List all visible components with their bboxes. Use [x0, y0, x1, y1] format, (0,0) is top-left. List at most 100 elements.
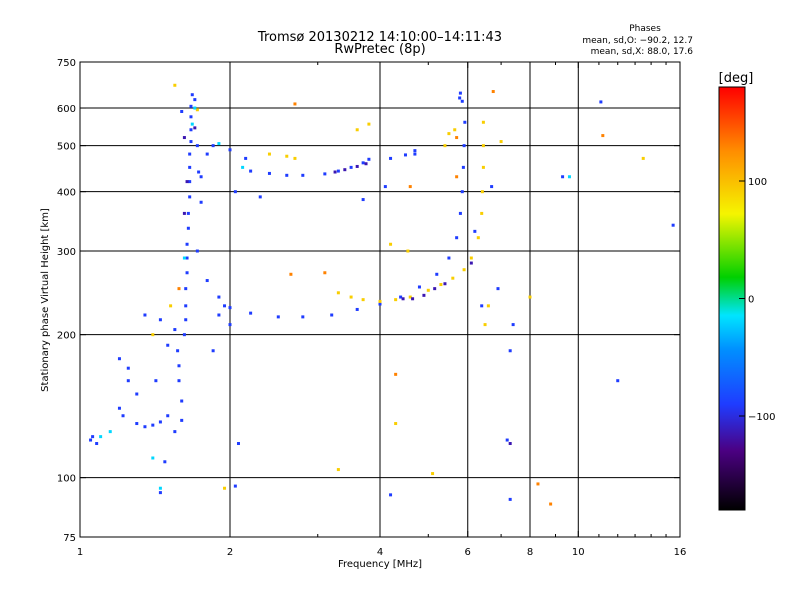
data-point	[389, 156, 393, 160]
data-point	[361, 161, 365, 165]
data-point	[408, 185, 412, 189]
data-point	[394, 372, 398, 376]
data-point	[641, 156, 645, 160]
data-point	[151, 456, 155, 460]
data-point	[483, 323, 487, 327]
data-point	[89, 438, 93, 442]
colorbar-tick-label: 100	[748, 177, 767, 188]
data-point	[601, 134, 605, 138]
data-point	[451, 276, 455, 280]
data-point	[336, 291, 340, 295]
x-tick-label: 10	[572, 547, 585, 558]
data-point	[184, 304, 188, 308]
stats-heading: Phases	[629, 24, 661, 34]
data-point	[166, 343, 170, 347]
data-point	[267, 171, 271, 175]
data-point	[383, 185, 387, 189]
data-point	[301, 315, 305, 319]
data-point	[460, 99, 464, 103]
data-point	[193, 106, 197, 110]
data-point	[536, 482, 540, 486]
colorbar-ticks: 100 0 −100	[739, 177, 775, 423]
data-point	[244, 156, 248, 160]
data-point	[336, 468, 340, 472]
stats-line-x: mean, sd,X: 88.0, 17.6	[591, 47, 694, 57]
data-point	[205, 152, 209, 156]
data-point	[233, 190, 237, 194]
data-point	[355, 128, 359, 132]
y-tick-label: 500	[57, 142, 76, 153]
data-point	[135, 422, 139, 426]
data-point	[480, 304, 484, 308]
data-point	[499, 140, 503, 144]
x-tick-label: 6	[465, 547, 471, 558]
data-point	[158, 491, 162, 495]
stats-line-o: mean, sd,O: −90.2, 12.7	[582, 36, 693, 46]
data-point	[355, 307, 359, 311]
data-point	[389, 242, 393, 246]
data-point	[343, 168, 347, 172]
data-point	[417, 285, 421, 289]
data-point	[188, 152, 192, 156]
data-point	[188, 165, 192, 169]
data-point	[173, 83, 177, 87]
x-tick-label: 1	[77, 547, 83, 558]
data-point	[528, 295, 532, 299]
data-point	[173, 430, 177, 434]
data-point	[458, 96, 462, 100]
data-point	[323, 271, 327, 275]
data-point	[458, 211, 462, 215]
data-point	[189, 115, 193, 119]
data-point	[258, 195, 262, 199]
data-point	[205, 279, 209, 283]
data-point	[599, 100, 603, 104]
data-point	[462, 268, 466, 272]
data-point	[508, 497, 512, 501]
data-point	[361, 298, 365, 302]
data-point	[189, 128, 193, 132]
data-point	[378, 302, 382, 306]
data-point	[121, 414, 125, 418]
data-point	[189, 140, 193, 144]
data-point	[195, 108, 199, 112]
data-point	[433, 287, 437, 291]
data-point	[443, 144, 447, 148]
data-point	[447, 132, 451, 136]
data-point	[182, 256, 186, 260]
data-point	[333, 170, 337, 174]
data-point	[267, 152, 271, 156]
data-point	[143, 313, 147, 317]
x-axis-ticks: 1 2 4 6 8 10 16	[77, 62, 686, 558]
data-point	[199, 200, 203, 204]
data-point	[301, 173, 305, 177]
data-point	[189, 104, 193, 108]
data-point	[228, 323, 232, 327]
data-point	[193, 126, 197, 130]
data-point	[223, 304, 227, 308]
data-point	[469, 256, 473, 260]
y-tick-label: 300	[57, 247, 76, 258]
data-point	[185, 242, 189, 246]
data-point	[511, 323, 515, 327]
data-point	[193, 98, 197, 102]
data-point	[426, 288, 430, 292]
data-point	[185, 271, 189, 275]
data-point	[176, 349, 180, 353]
data-point	[455, 236, 459, 240]
data-point	[177, 287, 181, 291]
data-point	[158, 486, 162, 490]
data-point	[182, 333, 186, 337]
data-point	[389, 493, 393, 497]
data-point	[406, 249, 410, 253]
data-point	[249, 169, 253, 173]
x-axis-label: Frequency [MHz]	[338, 559, 422, 570]
data-point	[422, 293, 426, 297]
data-point	[411, 297, 415, 301]
data-point	[184, 287, 188, 291]
data-point	[188, 195, 192, 199]
data-point	[158, 318, 162, 322]
colorbar-label: [deg]	[719, 71, 754, 86]
colorbar-tick-label: 0	[748, 295, 754, 306]
data-point	[217, 142, 221, 146]
data-point	[431, 472, 435, 476]
